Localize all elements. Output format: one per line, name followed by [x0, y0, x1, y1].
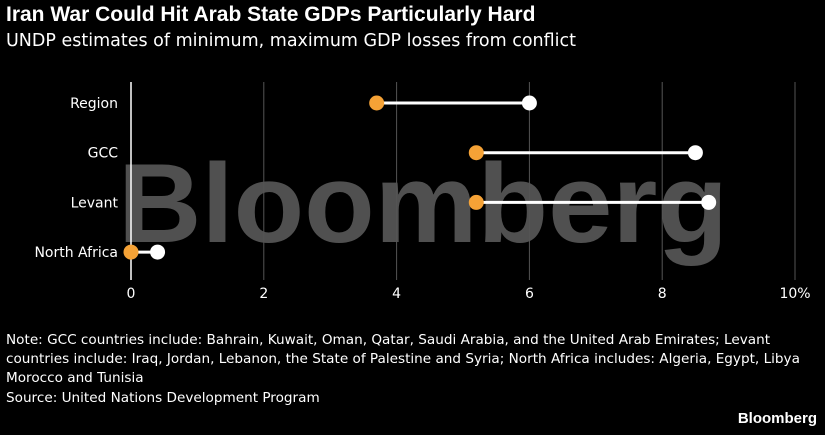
x-tick-label: 2	[259, 286, 268, 302]
x-tick-label: 0	[127, 286, 136, 302]
chart-note: Note: GCC countries include: Bahrain, Ku…	[6, 332, 800, 386]
min-dot	[123, 244, 139, 260]
max-dot	[521, 95, 537, 111]
chart-subtitle: UNDP estimates of minimum, maximum GDP l…	[6, 31, 576, 51]
plot-marks	[123, 95, 717, 260]
axis-labels: 0 2 4 6 8 10% Region GCC Levant North Africa	[34, 96, 810, 302]
x-tick-label: 6	[525, 286, 534, 302]
max-dot	[150, 244, 166, 260]
category-label: North Africa	[34, 245, 118, 261]
x-tick-label: 4	[392, 286, 401, 302]
min-dot	[468, 194, 484, 210]
max-dot	[687, 145, 703, 161]
category-label: GCC	[88, 146, 119, 162]
max-dot	[701, 194, 717, 210]
x-tick-label: 8	[658, 286, 667, 302]
chart-title: Iran War Could Hit Arab State GDPs Parti…	[6, 3, 536, 26]
min-dot	[369, 95, 385, 111]
bloomberg-logo: Bloomberg	[737, 410, 817, 427]
min-dot	[468, 145, 484, 161]
category-label: Region	[70, 96, 118, 112]
x-tick-label: 10%	[779, 286, 810, 302]
chart-source: Source: United Nations Development Progr…	[6, 390, 320, 406]
category-label: Levant	[71, 195, 119, 211]
